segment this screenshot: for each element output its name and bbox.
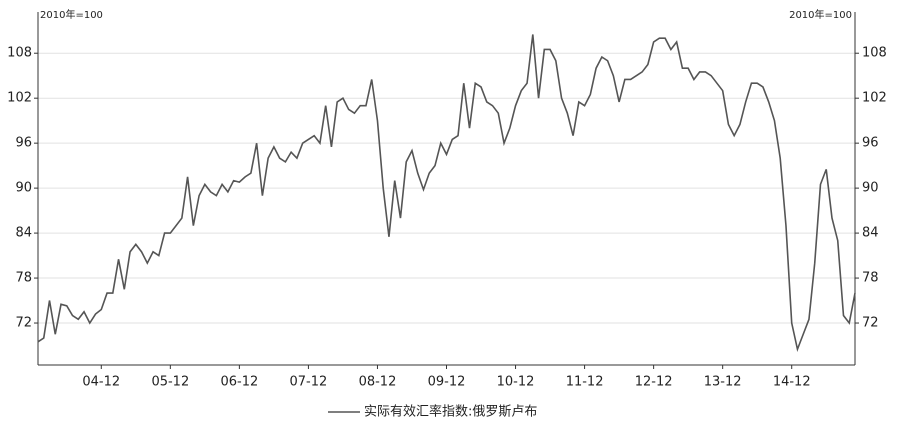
data-line — [37, 34, 856, 353]
x-tick-label: 13-12 — [704, 375, 742, 390]
y2-tick-label: 84 — [862, 226, 879, 241]
x-tick-label: 12-12 — [635, 375, 673, 390]
x-tick-label: 06-12 — [220, 375, 258, 390]
y-tick-label: 108 — [7, 46, 32, 61]
y2-tick-label: 72 — [862, 316, 879, 331]
legend-label: 实际有效汇率指数:俄罗斯卢布 — [364, 404, 537, 420]
x-tick-label: 10-12 — [497, 375, 535, 390]
x-tick-label: 07-12 — [290, 375, 328, 390]
y-tick-label: 96 — [15, 136, 32, 151]
y-tick-label: 84 — [15, 226, 32, 241]
y2-tick-label: 96 — [862, 136, 879, 151]
y2-tick-label: 108 — [862, 46, 887, 61]
y-axis-label: 2010年=100 — [40, 8, 103, 21]
y2-tick-label: 90 — [862, 181, 879, 196]
x-tick-label: 14-12 — [773, 375, 811, 390]
x-tick-label: 08-12 — [359, 375, 397, 390]
y2-tick-label: 102 — [862, 91, 887, 106]
y-tick-label: 102 — [7, 91, 32, 106]
x-tick-label: 04-12 — [82, 375, 120, 390]
x-tick-label: 11-12 — [566, 375, 604, 390]
y-tick-label: 72 — [15, 316, 32, 331]
x-tick-label: 05-12 — [151, 375, 189, 390]
y2-tick-label: 78 — [862, 271, 879, 286]
y-tick-label: 78 — [15, 271, 32, 286]
y2-axis-label: 2010年=100 — [789, 8, 852, 21]
x-tick-label: 09-12 — [428, 375, 466, 390]
y-tick-label: 90 — [15, 181, 32, 196]
